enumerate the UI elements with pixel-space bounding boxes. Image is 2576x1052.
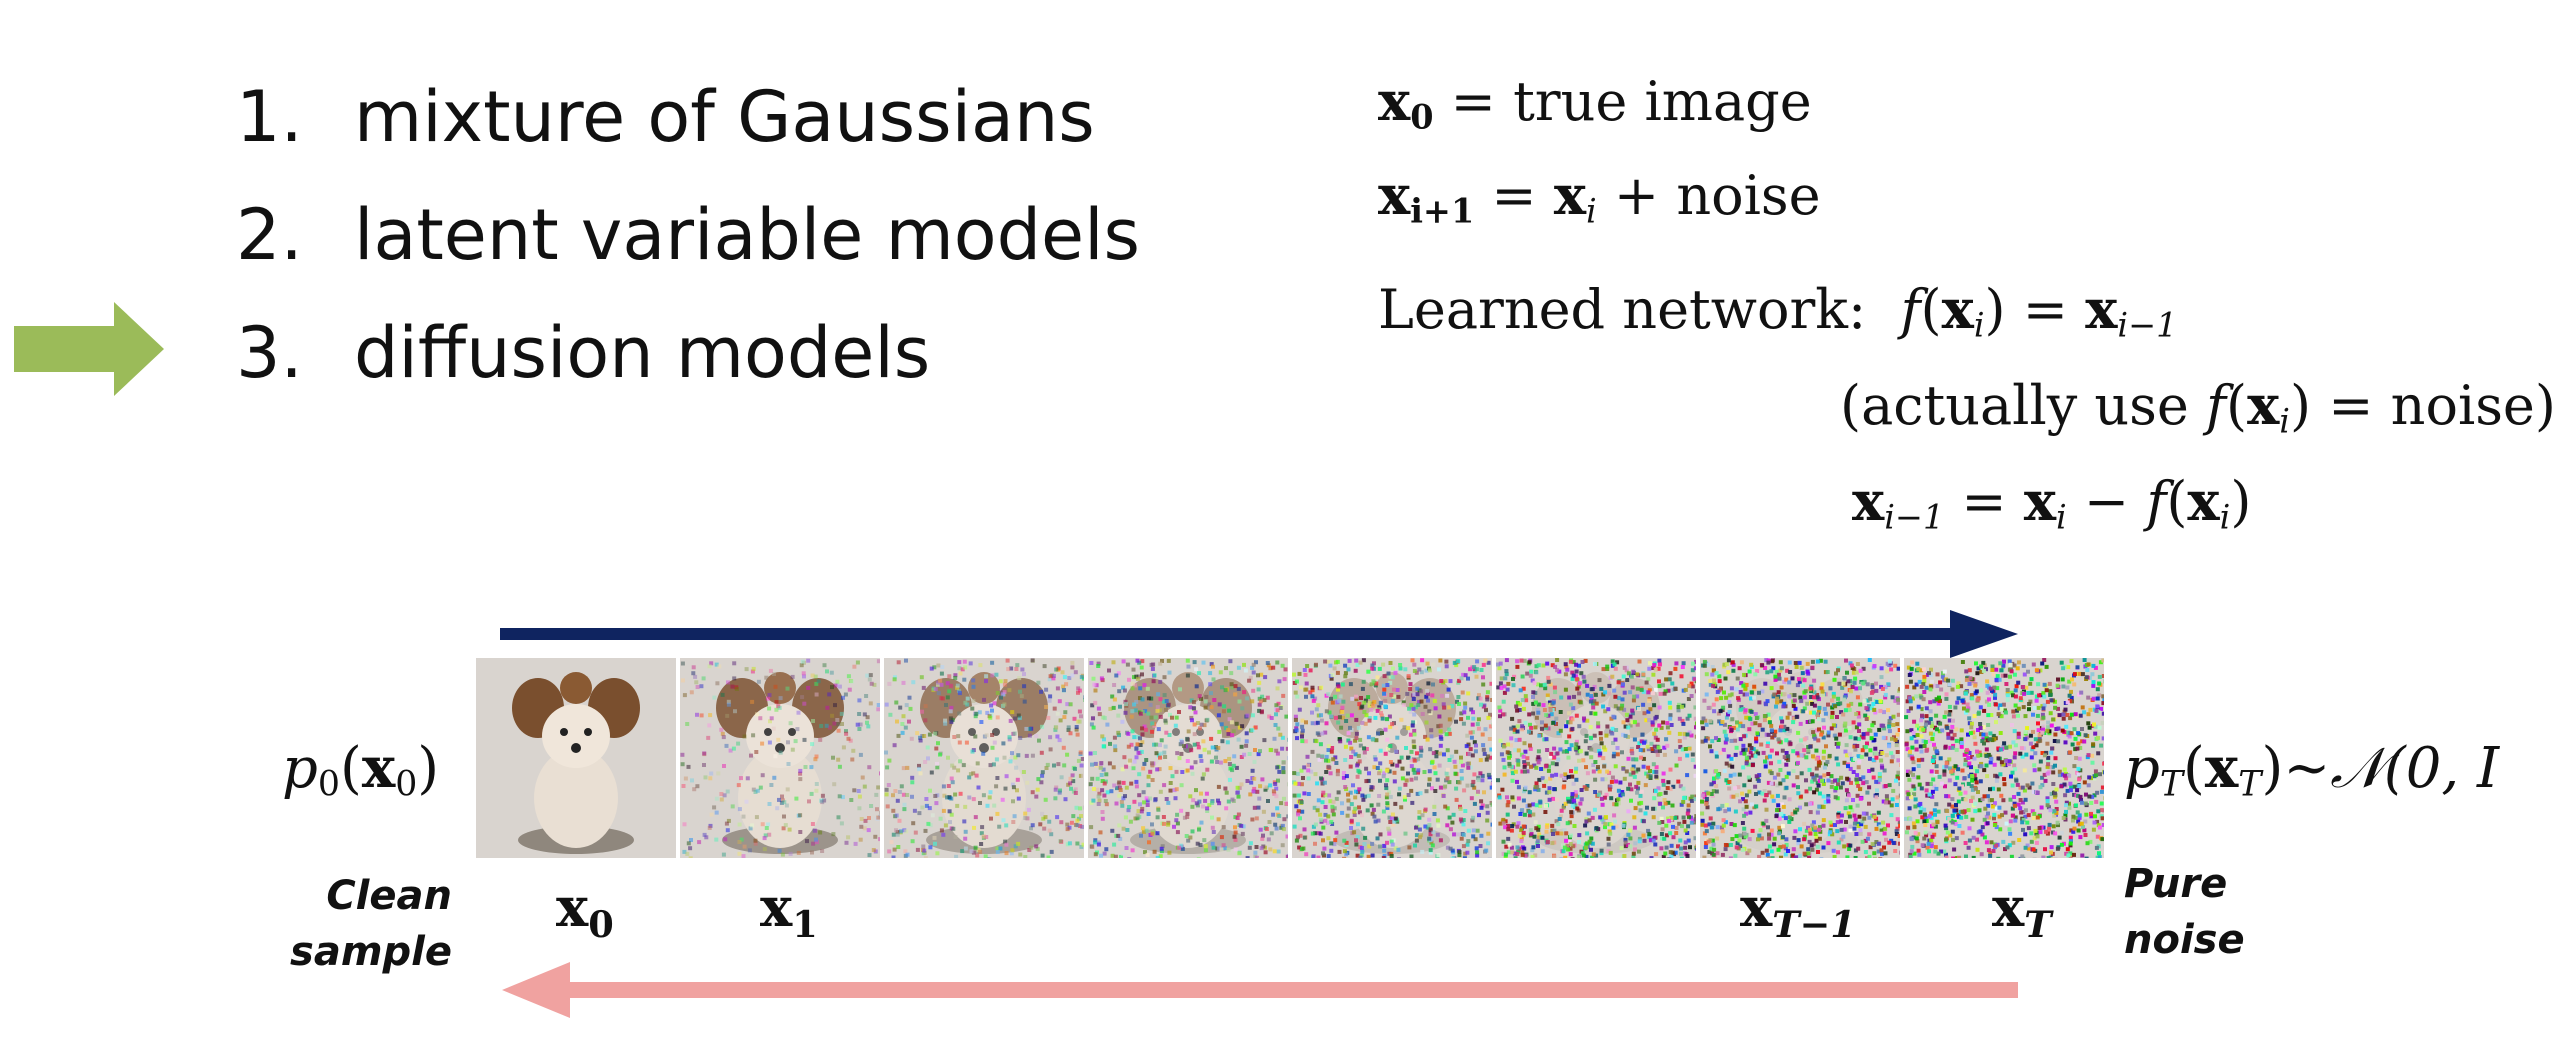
left-distribution-label: p0(x0) [282,735,440,805]
list-text-3: diffusion models [354,312,931,394]
diffusion-step-image [680,658,880,858]
diffusion-step-image [476,658,676,858]
eq4-pre: (actually use [1840,374,2207,437]
left-dist-x-sub: 0 [395,764,418,805]
eq2-rhs-tail: + noise [1596,164,1821,227]
step-xT-sub: T [2024,903,2052,947]
eq5-f: f [2146,470,2167,533]
eq1-rel: = [1433,70,1514,133]
eq3-arg: x [1941,277,1974,341]
list-text-1: mixture of Gaussians [354,76,1095,158]
left-dist-p-sub: 0 [317,764,340,805]
step-label-x1: x1 [760,880,818,944]
eq4-arg: x [2247,373,2280,437]
eq4-f: f [2206,374,2227,437]
eq5-a-sub: i [2056,497,2067,537]
eq4-arg-sub: i [2279,401,2291,441]
step-x0-var: x [556,875,589,939]
equation-reverse-step: xi−1 = xi − f(xi) [1852,469,2252,537]
list-text-2: latent variable models [354,194,1140,276]
eq2-rhs-var: x [1553,163,1587,227]
right-dist-p: p [2124,736,2160,801]
diffusion-step-image [1904,658,2104,858]
step-xT-var: x [1992,875,2025,939]
eq3-f: f [1900,278,1921,341]
eq1-lhs-sub: 0 [1410,97,1434,137]
forward-arrow-icon [500,610,2018,658]
equation-x0: x0 = true image [1378,74,1812,134]
right-dist-x-sub: T [2238,764,2262,805]
step-label-x0: x0 [556,880,614,944]
eq5-lhs-sub: i−1 [1884,497,1945,537]
right-dist-tail: ~𝒩(0, I [2283,736,2500,801]
dog-image [1292,658,1492,858]
eq5-arg-sub: i [2219,497,2231,537]
eq2-lhs-sub: i+1 [1410,191,1475,231]
diffusion-step-image [1700,658,1900,858]
clean-sample-label: Clean sample [290,868,452,980]
step-label-xT-minus-1: xT−1 [1740,880,1856,944]
list-number-1: 1. [236,76,303,158]
dog-image [1904,658,2104,858]
left-dist-x: x [361,735,396,801]
list-item-2: 2. latent variable models [236,200,1236,280]
eq5-lhs: x [1852,469,1885,533]
dog-image [1700,658,1900,858]
pure-noise-label: Pure noise [2124,856,2245,968]
eq2-lhs: x [1378,163,1411,227]
noise-label-line-1: Pure [2124,861,2228,907]
eq3-rhs-sub: i−1 [2117,305,2178,345]
diffusion-step-image [1496,658,1696,858]
diffusion-step-image [1088,658,1288,858]
eq5-arg: x [2187,469,2220,533]
dog-image [680,658,880,858]
reverse-arrow-icon [502,962,2018,1018]
list-number-2: 2. [236,194,303,276]
eq5-a: x [2023,469,2057,533]
step-x1-var: x [760,875,793,939]
step-xT1-sub: T−1 [1772,903,1856,947]
noise-label-line-2: noise [2124,917,2245,963]
eq4-post: ) = noise) [2290,374,2556,437]
eq5-rel: = [1944,470,2024,533]
step-label-xT: xT [1992,880,2052,944]
list-number-3: 3. [236,312,303,394]
equation-actual-objective: (actually use f(xi) = noise) [1840,373,2556,441]
diffusion-step-image [1292,658,1492,858]
clean-label-line-2: sample [290,929,452,975]
step-x1-sub: 1 [792,903,818,947]
right-distribution-label: pT(xT)~𝒩(0, I [2124,735,2500,805]
eq3-label: Learned network: [1378,278,1867,341]
equation-forward-step: xi+1 = xi + noise [1378,168,1821,228]
pointer-arrow-shape [14,302,164,396]
reverse-arrow-shape [502,962,2018,1018]
equation-learned-network: Learned network: f(xi) = xi−1 [1378,277,2178,345]
dog-image [1496,658,1696,858]
step-xT1-var: x [1740,875,1773,939]
right-dist-p-sub: T [2159,764,2184,805]
dog-image [884,658,1084,858]
eq5-minus: − [2066,470,2147,533]
forward-arrow-shape [500,610,2018,658]
diffusion-step-image [884,658,1084,858]
eq3-arg-sub: i [1973,305,1985,345]
eq2-rel: = [1474,164,1554,227]
clean-label-line-1: Clean [326,873,452,919]
eq2-rhs-sub: i [1586,191,1597,231]
step-x0-sub: 0 [588,903,614,947]
dog-image [1088,658,1288,858]
left-dist-p: p [282,736,318,801]
eq1-rhs: true image [1513,70,1812,133]
eq3-rhs: x [2085,277,2118,341]
list-item-1: 1. mixture of Gaussians [236,82,1236,162]
list-item-3-current: 3. diffusion models [236,318,1236,398]
eq3-rel: = [2005,278,2086,341]
right-dist-x: x [2204,735,2239,801]
dog-image [476,658,676,858]
eq1-lhs: x [1378,69,1411,133]
pointer-arrow-icon [14,302,164,396]
